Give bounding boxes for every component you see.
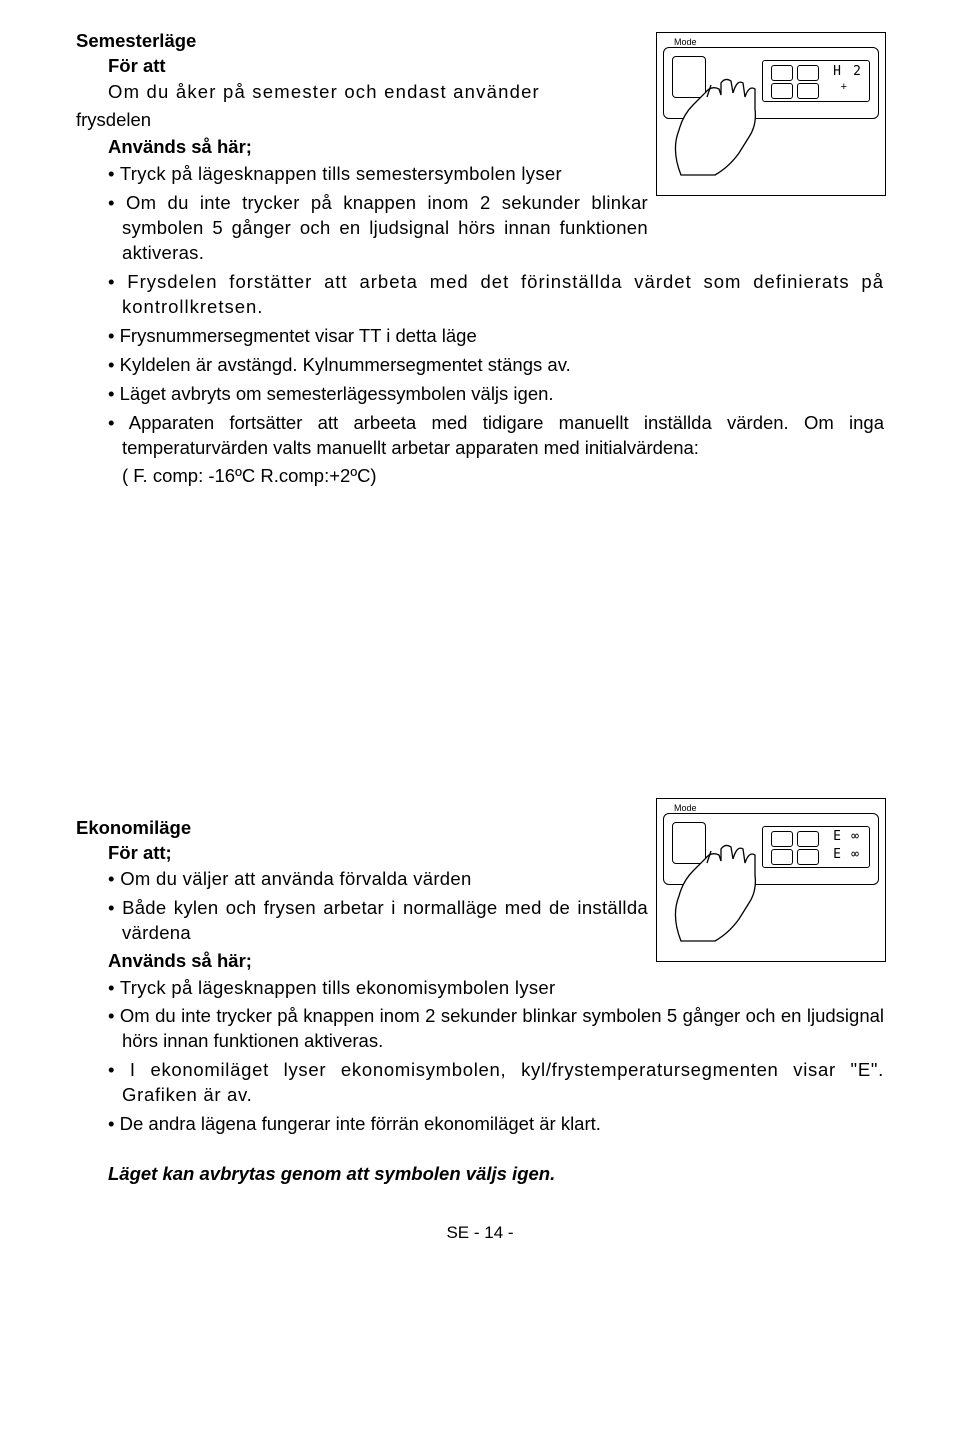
mode-label: Mode [674, 37, 697, 47]
mode-label: Mode [674, 803, 697, 813]
list-item: Om du väljer att använda förvalda värden [108, 867, 648, 892]
section1-lastline: ( F. comp: -16ºC R.comp:+2ºC) [122, 465, 884, 487]
figure-ekonomilage: Mode E ∞ E ∞ [656, 798, 886, 962]
digit: H [833, 64, 841, 79]
list-item: Tryck på lägesknappen tills semestersymb… [108, 162, 648, 187]
section2-bullets-c: Om du inte trycker på knappen inom 2 sek… [108, 1004, 884, 1137]
disp-cell [797, 83, 819, 99]
digit: ∞ [851, 847, 859, 862]
digit: E [833, 829, 841, 844]
section1-bullets-full: Frysnummersegmentet visar TT i detta läg… [108, 324, 884, 461]
digit: 2 [853, 64, 861, 79]
list-item: Både kylen och frysen arbetar i normallä… [108, 896, 648, 946]
digit: E [833, 847, 841, 862]
section2-italic-note: Läget kan avbrytas genom att symbolen vä… [108, 1163, 884, 1185]
list-item: Om du inte trycker på knappen inom 2 sek… [108, 191, 648, 266]
list-item: De andra lägena fungerar inte förrän eko… [108, 1112, 884, 1137]
disp-cell [797, 831, 819, 847]
list-item: I ekonomiläget lyser ekonomisymbolen, ky… [108, 1058, 884, 1108]
list-item: Tryck på lägesknappen tills ekonomisymbo… [108, 976, 648, 1001]
list-item: Frysdelen forstätter att arbeta med det … [108, 270, 884, 320]
digit: ∞ [851, 829, 859, 844]
page-number: SE - 14 - [76, 1223, 884, 1243]
disp-cell [797, 849, 819, 865]
list-item: Läget avbryts om semesterlägessymbolen v… [108, 382, 884, 407]
hand-icon [661, 841, 791, 946]
hand-icon [661, 75, 791, 180]
figure-semesterlage: Mode H 2 + [656, 32, 886, 196]
list-item: Apparaten fortsätter att arbeeta med tid… [108, 411, 884, 461]
section2-bullets-b: Tryck på lägesknappen tills ekonomisymbo… [108, 976, 884, 1001]
list-item: Om du inte trycker på knappen inom 2 sek… [108, 1004, 884, 1054]
disp-cell [797, 65, 819, 81]
plus-icon: + [841, 81, 847, 93]
list-item: Frysnummersegmentet visar TT i detta läg… [108, 324, 884, 349]
list-item: Kyldelen är avstängd. Kylnummersegmentet… [108, 353, 884, 378]
